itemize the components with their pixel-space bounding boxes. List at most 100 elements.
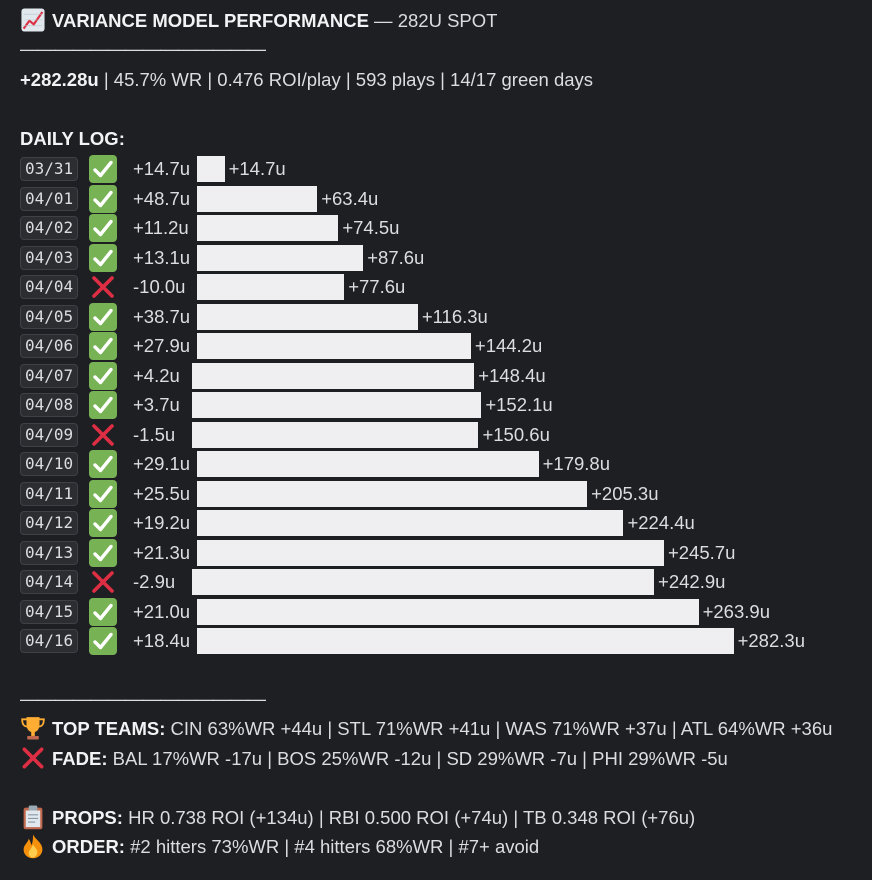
top-teams-label: TOP TEAMS: [52,718,166,739]
daily-log-heading-text: DAILY LOG: [20,128,125,149]
cross-mark-icon [89,421,117,449]
order-label: ORDER: [52,836,125,857]
log-row: 04/06 +27.9u +144.2u [20,332,860,360]
cumulative-bar [196,628,734,654]
cross-mark-icon [89,568,117,596]
log-row: 04/05 +38.7u +116.3u [20,302,860,331]
props-label: PROPS: [52,807,123,828]
message-title: VARIANCE MODEL PERFORMANCE — 282U SPOT [20,6,497,36]
log-cumulative: +74.5u [342,217,400,238]
check-mark-icon [89,214,117,242]
log-date: 04/04 [20,275,79,299]
log-cumulative: +224.4u [627,512,695,533]
order-text: #2 hitters 73%WR | #4 hitters 68%WR | #7… [124,836,540,857]
cumulative-bar [196,598,699,625]
log-delta: -1.5u [133,423,176,445]
cumulative-bar [196,185,318,212]
props-line: PROPS: HR 0.738 ROI (+134u) | RBI 0.500 … [20,803,695,833]
log-row: 04/09 -1.5u +150.6u [20,421,860,449]
log-date: 04/15 [20,599,79,624]
log-cumulative: +242.9u [658,571,726,592]
trophy-icon [20,715,46,741]
log-row: 04/10 +29.1u +179.8u [20,450,860,478]
check-mark-icon [89,479,117,508]
log-delta: +3.7u [133,394,180,415]
log-cumulative: +152.1u [485,394,553,415]
log-cumulative: +144.2u [474,335,543,356]
cumulative-bar [196,333,471,359]
log-date: 04/02 [20,216,79,240]
log-cumulative: +77.6u [348,276,406,297]
check-mark-icon [89,332,117,360]
clipboard-icon [20,804,46,830]
cumulative-bar [192,362,475,389]
log-row: 04/15 +21.0u +263.9u [20,597,860,626]
log-cumulative: +14.7u [228,158,286,179]
check-mark-icon [89,361,117,390]
log-row: 04/08 +3.7u +152.1u [20,391,860,419]
log-cumulative: +263.9u [702,600,770,622]
log-delta: +25.5u [133,482,191,504]
check-mark-icon [89,184,117,213]
cumulative-bar [196,510,624,536]
log-row: 04/13 +21.3u +245.7u [20,538,860,567]
top-teams-line: TOP TEAMS: CIN 63%WR +44u | STL 71%WR +4… [20,714,832,744]
check-mark-icon [89,538,117,567]
divider-bottom: —————————————— [20,688,266,709]
check-mark-icon [89,509,117,537]
cumulative-bar [192,421,479,448]
log-date: 04/01 [20,186,79,211]
log-row: 03/31 +14.7u +14.7u [20,155,860,183]
fade-text: BAL 17%WR -17u | BOS 25%WR -12u | SD 29%… [107,748,728,769]
log-delta: +48.7u [133,187,191,209]
cumulative-bar [196,244,364,271]
check-mark-icon [89,450,117,478]
fade-label: FADE: [52,748,108,769]
log-date: 04/05 [20,304,79,329]
divider-top: —————————————— [20,38,266,59]
log-date: 04/08 [20,393,79,417]
daily-log-heading: DAILY LOG: [20,124,125,154]
props-text: HR 0.738 ROI (+134u) | RBI 0.500 ROI (+7… [122,807,696,828]
log-date: 04/12 [20,511,79,535]
log-delta: +13.1u [133,246,191,268]
log-cumulative: +150.6u [482,423,550,445]
chart-increasing-icon [20,7,46,33]
check-mark-icon [89,302,117,331]
log-delta: +21.3u [133,541,191,563]
log-delta: +19.2u [133,512,191,533]
log-cumulative: +87.6u [367,246,425,268]
log-delta: -2.9u [133,571,176,592]
total-units: +282.28u [20,69,99,90]
cumulative-bar [196,303,418,330]
log-date: 04/14 [20,570,79,594]
check-mark-icon [89,155,117,183]
stats-rest: | 45.7% WR | 0.476 ROI/play | 593 plays … [98,69,594,90]
log-date: 04/16 [20,629,79,653]
cross-mark-icon [20,745,46,771]
cumulative-bar [196,215,339,241]
log-row: 04/02 +11.2u +74.5u [20,214,860,242]
log-row: 04/11 +25.5u +205.3u [20,479,860,508]
log-date: 04/07 [20,363,79,388]
log-cumulative: +148.4u [478,364,546,386]
log-row: 04/04 -10.0u +77.6u [20,273,860,301]
log-delta: +18.4u [133,630,191,651]
log-row: 04/07 +4.2u +148.4u [20,361,860,390]
log-row: 04/03 +13.1u +87.6u [20,243,860,272]
summary-stats: +282.28u | 45.7% WR | 0.476 ROI/play | 5… [20,65,593,95]
top-teams-text: CIN 63%WR +44u | STL 71%WR +41u | WAS 71… [165,718,833,739]
log-cumulative: +245.7u [667,541,736,563]
order-line: ORDER: #2 hitters 73%WR | #4 hitters 68%… [20,832,539,862]
log-date: 04/11 [20,481,79,506]
check-mark-icon [89,627,117,655]
log-date: 04/10 [20,452,79,476]
log-delta: +11.2u [133,217,189,238]
log-row: 04/14 -2.9u +242.9u [20,568,860,596]
cumulative-bar [196,480,588,507]
log-delta: -10.0u [133,276,186,297]
log-delta: +27.9u [133,335,191,356]
log-delta: +14.7u [133,158,191,179]
log-delta: +4.2u [133,364,180,386]
title-rest: — 282U SPOT [368,10,498,31]
